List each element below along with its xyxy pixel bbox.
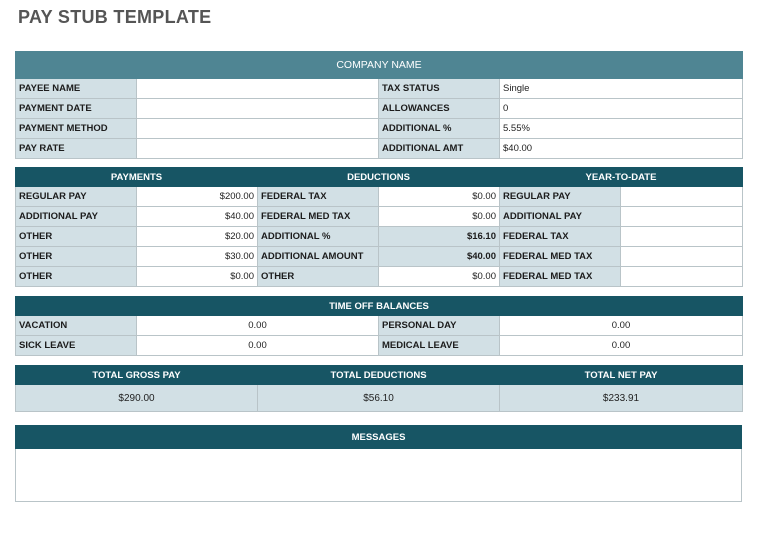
ytd-label: FEDERAL MED TAX	[499, 246, 621, 267]
pay-rate-field[interactable]	[136, 138, 379, 159]
vacation-label: VACATION	[15, 315, 137, 336]
payment-value[interactable]: $30.00	[136, 246, 258, 267]
ytd-label: FEDERAL MED TAX	[499, 266, 621, 287]
payment-label: OTHER	[15, 266, 137, 287]
payment-label: OTHER	[15, 226, 137, 247]
medical-leave-label: MEDICAL LEAVE	[378, 335, 500, 356]
tax-status-label: TAX STATUS	[378, 78, 500, 99]
deduction-value[interactable]: $40.00	[378, 246, 500, 267]
additional-amt-label: ADDITIONAL AMT	[378, 138, 500, 159]
page-title: PAY STUB TEMPLATE	[18, 7, 212, 27]
table-row: OTHER $0.00 OTHER $0.00 FEDERAL MED TAX	[15, 266, 743, 287]
table-row: PAYMENT METHOD ADDITIONAL % 5.55%	[15, 118, 743, 139]
payment-label: OTHER	[15, 246, 137, 267]
table-row: VACATION 0.00 PERSONAL DAY 0.00	[15, 315, 743, 336]
payment-value[interactable]: $40.00	[136, 206, 258, 227]
ytd-value[interactable]	[620, 186, 743, 207]
table-row: $290.00 $56.10 $233.91	[15, 384, 743, 412]
ytd-header: YEAR-TO-DATE	[499, 167, 743, 187]
tax-status-field[interactable]: Single	[499, 78, 743, 99]
table-row: OTHER $30.00 ADDITIONAL AMOUNT $40.00 FE…	[15, 246, 743, 267]
table-row: PAYEE NAME TAX STATUS Single	[15, 78, 743, 99]
medical-leave-field[interactable]: 0.00	[499, 335, 743, 356]
payments-header: PAYMENTS	[15, 167, 258, 187]
payment-value[interactable]: $200.00	[136, 186, 258, 207]
personal-day-label: PERSONAL DAY	[378, 315, 500, 336]
company-name-header[interactable]: COMPANY NAME	[15, 51, 743, 79]
deduction-value[interactable]: $0.00	[378, 186, 500, 207]
payment-value[interactable]: $20.00	[136, 226, 258, 247]
ytd-value[interactable]	[620, 226, 743, 247]
table-row: PAYMENT DATE ALLOWANCES 0	[15, 98, 743, 119]
payment-value[interactable]: $0.00	[136, 266, 258, 287]
total-gross-pay-header: TOTAL GROSS PAY	[15, 365, 258, 385]
pay-rate-label: PAY RATE	[15, 138, 137, 159]
payment-date-label: PAYMENT DATE	[15, 98, 137, 119]
deduction-value[interactable]: $0.00	[378, 266, 500, 287]
messages-table: MESSAGES	[15, 425, 742, 502]
table-row: OTHER $20.00 ADDITIONAL % $16.10 FEDERAL…	[15, 226, 743, 247]
allowances-label: ALLOWANCES	[378, 98, 500, 119]
table-row: PAY RATE ADDITIONAL AMT $40.00	[15, 138, 743, 159]
deduction-value[interactable]: $16.10	[378, 226, 500, 247]
personal-day-field[interactable]: 0.00	[499, 315, 743, 336]
payee-name-field[interactable]	[136, 78, 379, 99]
ytd-value[interactable]	[620, 206, 743, 227]
ytd-label: REGULAR PAY	[499, 186, 621, 207]
table-row: REGULAR PAY $200.00 FEDERAL TAX $0.00 RE…	[15, 186, 743, 207]
payment-date-field[interactable]	[136, 98, 379, 119]
deduction-label: ADDITIONAL %	[257, 226, 379, 247]
deductions-header: DEDUCTIONS	[257, 167, 500, 187]
ytd-label: FEDERAL TAX	[499, 226, 621, 247]
time-off-table: TIME OFF BALANCES VACATION 0.00 PERSONAL…	[15, 296, 743, 356]
messages-field[interactable]	[15, 448, 742, 502]
deduction-value[interactable]: $0.00	[378, 206, 500, 227]
ytd-value[interactable]	[620, 266, 743, 287]
total-deductions-header: TOTAL DEDUCTIONS	[257, 365, 500, 385]
payment-method-label: PAYMENT METHOD	[15, 118, 137, 139]
time-off-header: TIME OFF BALANCES	[15, 296, 743, 316]
deduction-label: FEDERAL MED TAX	[257, 206, 379, 227]
company-info-table: COMPANY NAME PAYEE NAME TAX STATUS Singl…	[15, 51, 743, 159]
payment-label: ADDITIONAL PAY	[15, 206, 137, 227]
total-deductions-value[interactable]: $56.10	[257, 384, 500, 412]
vacation-field[interactable]: 0.00	[136, 315, 379, 336]
total-net-pay-header: TOTAL NET PAY	[499, 365, 743, 385]
table-row: ADDITIONAL PAY $40.00 FEDERAL MED TAX $0…	[15, 206, 743, 227]
ytd-value[interactable]	[620, 246, 743, 267]
earnings-table: PAYMENTS DEDUCTIONS YEAR-TO-DATE REGULAR…	[15, 167, 743, 287]
sick-leave-label: SICK LEAVE	[15, 335, 137, 356]
payee-name-label: PAYEE NAME	[15, 78, 137, 99]
payment-label: REGULAR PAY	[15, 186, 137, 207]
allowances-field[interactable]: 0	[499, 98, 743, 119]
messages-header: MESSAGES	[15, 425, 742, 449]
deduction-label: OTHER	[257, 266, 379, 287]
total-gross-pay-value[interactable]: $290.00	[15, 384, 258, 412]
payment-method-field[interactable]	[136, 118, 379, 139]
additional-percent-field[interactable]: 5.55%	[499, 118, 743, 139]
total-net-pay-value[interactable]: $233.91	[499, 384, 743, 412]
table-row: SICK LEAVE 0.00 MEDICAL LEAVE 0.00	[15, 335, 743, 356]
totals-table: TOTAL GROSS PAY TOTAL DEDUCTIONS TOTAL N…	[15, 365, 743, 412]
deduction-label: FEDERAL TAX	[257, 186, 379, 207]
sick-leave-field[interactable]: 0.00	[136, 335, 379, 356]
ytd-label: ADDITIONAL PAY	[499, 206, 621, 227]
additional-percent-label: ADDITIONAL %	[378, 118, 500, 139]
deduction-label: ADDITIONAL AMOUNT	[257, 246, 379, 267]
additional-amt-field[interactable]: $40.00	[499, 138, 743, 159]
